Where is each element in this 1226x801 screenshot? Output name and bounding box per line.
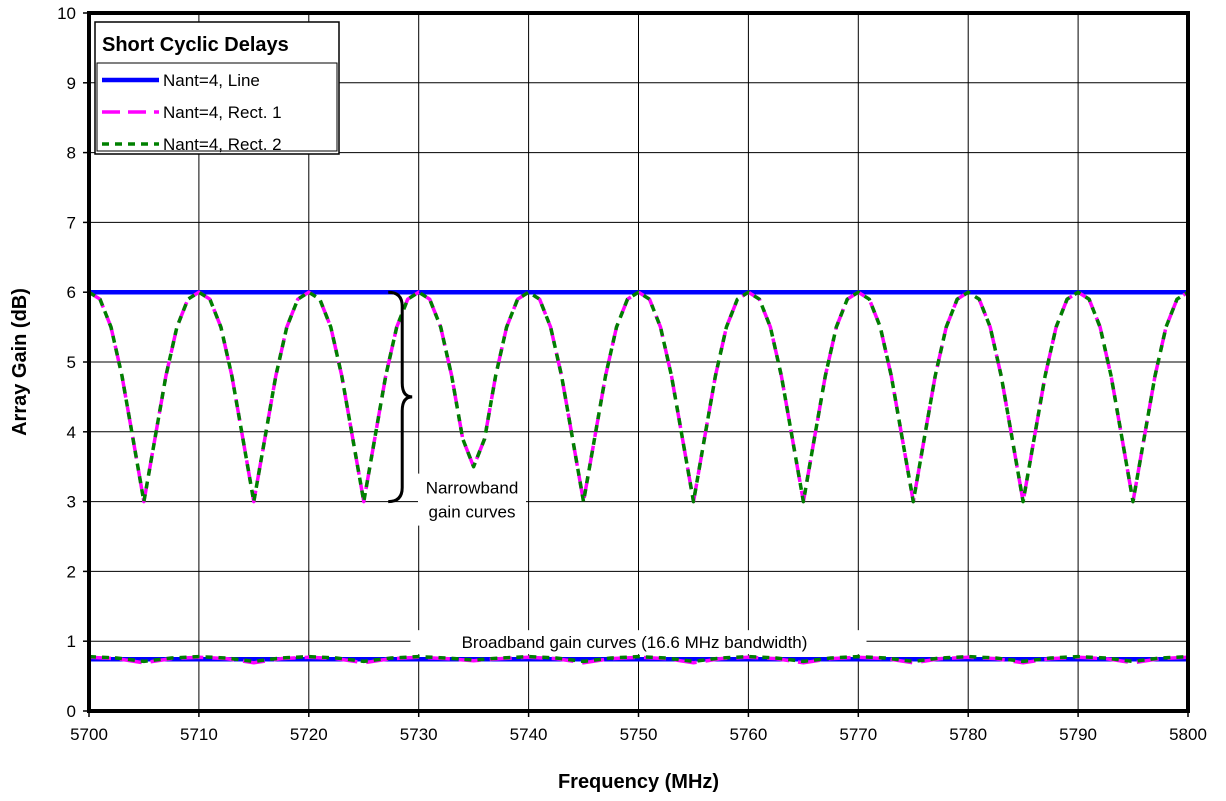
y-tick-label: 3 <box>67 493 76 512</box>
y-axis-title: Array Gain (dB) <box>9 288 31 436</box>
y-tick-label: 10 <box>57 4 76 23</box>
x-tick-label: 5800 <box>1169 725 1207 744</box>
x-axis-ticks: 5700 5710 5720 5730 5740 5750 5760 5770 5780 5790… <box>70 711 1207 744</box>
x-tick-label: 5710 <box>180 725 218 744</box>
legend-entries-box <box>96 62 338 152</box>
legend-label: Nant=4, Rect. 1 <box>163 103 282 122</box>
y-tick-label: 1 <box>67 632 76 651</box>
x-tick-label: 5740 <box>510 725 548 744</box>
series-lines <box>88 289 1189 665</box>
narrowband-label-bg <box>417 473 526 526</box>
y-tick-label: 4 <box>67 423 76 442</box>
series-line-rect-2 <box>88 654 1189 664</box>
broadband-label: Broadband gain curves (16.6 MHz bandwidt… <box>462 633 808 652</box>
narrowband-label: gain curves <box>429 503 516 522</box>
x-tick-label: 5780 <box>949 725 987 744</box>
x-tick-label: 5730 <box>400 725 438 744</box>
x-tick-label: 5720 <box>290 725 328 744</box>
y-tick-label: 8 <box>67 144 76 163</box>
legend-title: Short Cyclic Delays <box>102 34 289 56</box>
series-line-rect-2 <box>88 290 1189 504</box>
x-tick-label: 5700 <box>70 725 108 744</box>
x-tick-label: 5760 <box>729 725 767 744</box>
x-tick-label: 5770 <box>839 725 877 744</box>
narrowband-brace <box>388 290 413 504</box>
x-tick-label: 5790 <box>1059 725 1097 744</box>
y-tick-label: 6 <box>67 283 76 302</box>
legend-label: Nant=4, Line <box>163 71 260 90</box>
y-tick-label: 0 <box>67 702 76 721</box>
broadband-label-bg <box>410 630 867 655</box>
annotations: Narrowband gain curves Broadband gain curv… <box>388 290 867 655</box>
legend-label: Nant=4, Rect. 2 <box>163 135 282 154</box>
x-axis-title: Frequency (MHz) <box>558 771 719 793</box>
y-axis-ticks: 0 1 2 3 4 5 6 7 8 9 10 <box>57 4 89 721</box>
narrowband-label: Narrowband <box>426 479 519 498</box>
x-tick-label: 5750 <box>620 725 658 744</box>
y-tick-label: 7 <box>67 213 76 232</box>
y-tick-label: 9 <box>67 74 76 93</box>
legend: Short Cyclic Delays Nant=4, Line Nant=4, … <box>94 21 340 155</box>
y-tick-label: 2 <box>67 562 76 581</box>
y-tick-label: 5 <box>67 353 76 372</box>
